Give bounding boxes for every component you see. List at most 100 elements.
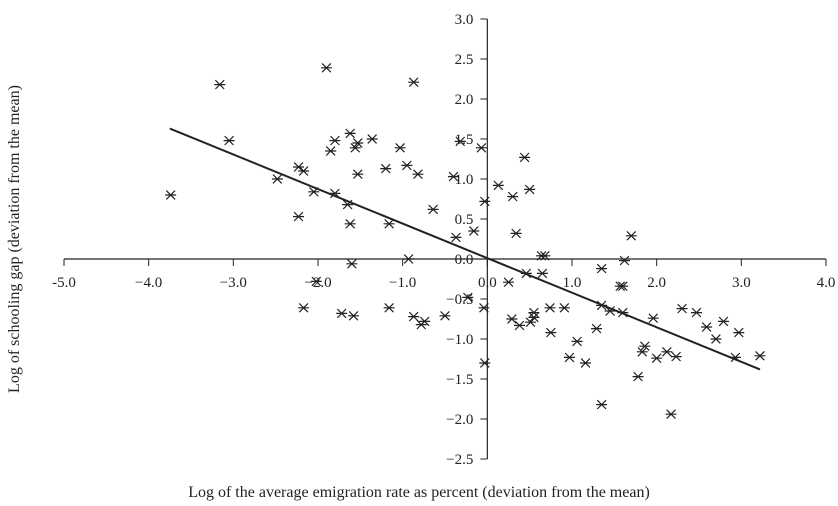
- data-point: [536, 268, 548, 279]
- data-point: [733, 327, 745, 338]
- data-point: [701, 322, 713, 332]
- data-point: [462, 292, 474, 303]
- data-point: [528, 307, 540, 318]
- data-point: [479, 196, 491, 207]
- data-point: [636, 346, 648, 357]
- data-point: [344, 218, 356, 229]
- y-tick-label: 0.5: [455, 212, 474, 228]
- data-point: [214, 79, 226, 90]
- data-point: [310, 276, 322, 287]
- data-point: [651, 353, 663, 364]
- data-point: [519, 152, 531, 163]
- data-point: [320, 62, 332, 73]
- data-point: [718, 316, 730, 327]
- x-tick-label: −1.0: [389, 275, 416, 291]
- data-point: [525, 317, 537, 328]
- data-point: [450, 232, 462, 243]
- data-point: [344, 128, 356, 139]
- data-point: [401, 160, 413, 171]
- x-axis-title: Log of the average emigration rate as pe…: [188, 484, 650, 501]
- data-point: [329, 135, 341, 146]
- data-point: [293, 162, 305, 172]
- data-point: [596, 263, 608, 274]
- trend-line: [169, 127, 761, 371]
- axes: [64, 19, 826, 459]
- data-point: [503, 277, 514, 288]
- y-tick-label: −1.5: [446, 372, 473, 388]
- data-point: [580, 358, 592, 368]
- x-tick-label: 2.0: [647, 275, 666, 291]
- y-tick-label: −2.0: [446, 412, 473, 428]
- data-point: [665, 409, 677, 420]
- data-point: [403, 254, 415, 264]
- data-point: [298, 166, 310, 176]
- data-point: [439, 310, 451, 321]
- data-point: [690, 307, 702, 318]
- data-point: [298, 302, 310, 313]
- data-point: [661, 346, 673, 357]
- x-tick-label: −4.0: [135, 275, 162, 291]
- data-point: [454, 136, 466, 147]
- y-tick-label: 2.5: [455, 52, 474, 68]
- data-point: [506, 314, 518, 324]
- y-tick-label: 0.0: [455, 252, 474, 268]
- x-axis-ticks: -5.0 −4.0 −3.0 −2.0 −1.0 0.0 1.0 2.0 3.0 4.0: [52, 259, 835, 291]
- x-tick-label: 4.0: [817, 275, 836, 291]
- data-point: [507, 191, 519, 202]
- data-point: [754, 350, 766, 361]
- data-point: [632, 371, 644, 382]
- data-point: [528, 312, 540, 323]
- y-tick-label: −1.0: [446, 332, 473, 348]
- data-point: [447, 171, 459, 182]
- data-point: [571, 336, 583, 347]
- data-point: [383, 218, 395, 229]
- data-point: [271, 174, 283, 184]
- data-point: [427, 204, 439, 215]
- data-point: [165, 190, 177, 200]
- data-point: [352, 169, 364, 180]
- y-tick-label: 1.0: [455, 172, 474, 188]
- data-point: [647, 313, 659, 324]
- x-tick-label: −3.0: [220, 275, 247, 291]
- x-tick-label: 1.0: [563, 275, 582, 291]
- y-axis-ticks: −2.5 −2.0 −1.5 −1.0 −0.5 0.0 0.5 1.0 1.5 2.0 2.5 3.…: [446, 12, 488, 468]
- data-point: [223, 135, 235, 146]
- data-point: [349, 142, 361, 153]
- data-point: [346, 258, 358, 269]
- data-point: [478, 302, 490, 313]
- data-point: [524, 184, 536, 195]
- data-point: [492, 180, 504, 191]
- data-point: [394, 142, 406, 153]
- y-axis-title: Log of schooling gap (deviation from the…: [6, 85, 23, 393]
- data-point: [408, 77, 420, 88]
- data-point: [348, 310, 360, 321]
- y-tick-label: −0.5: [446, 292, 473, 308]
- data-point: [475, 142, 487, 153]
- data-point: [544, 302, 556, 313]
- data-point: [325, 146, 337, 156]
- x-tick-label: 3.0: [732, 275, 751, 291]
- data-point: [558, 302, 570, 313]
- data-point: [510, 228, 522, 239]
- data-point: [383, 302, 395, 313]
- data-point: [618, 255, 630, 266]
- y-tick-label: 1.5: [455, 132, 474, 148]
- y-tick-label: 3.0: [455, 12, 474, 28]
- data-point: [468, 226, 480, 236]
- x-tick-label: -5.0: [52, 275, 76, 291]
- data-point: [336, 308, 348, 319]
- data-point: [408, 311, 420, 322]
- y-tick-label: 2.0: [455, 92, 474, 108]
- data-point: [639, 341, 651, 352]
- data-point: [539, 250, 551, 261]
- data-point: [545, 327, 557, 338]
- data-point: [412, 169, 424, 180]
- data-point: [479, 358, 491, 368]
- data-point: [352, 138, 364, 148]
- data-point: [670, 351, 682, 362]
- data-point: [366, 134, 378, 144]
- data-point: [514, 320, 526, 331]
- data-point: [625, 230, 637, 241]
